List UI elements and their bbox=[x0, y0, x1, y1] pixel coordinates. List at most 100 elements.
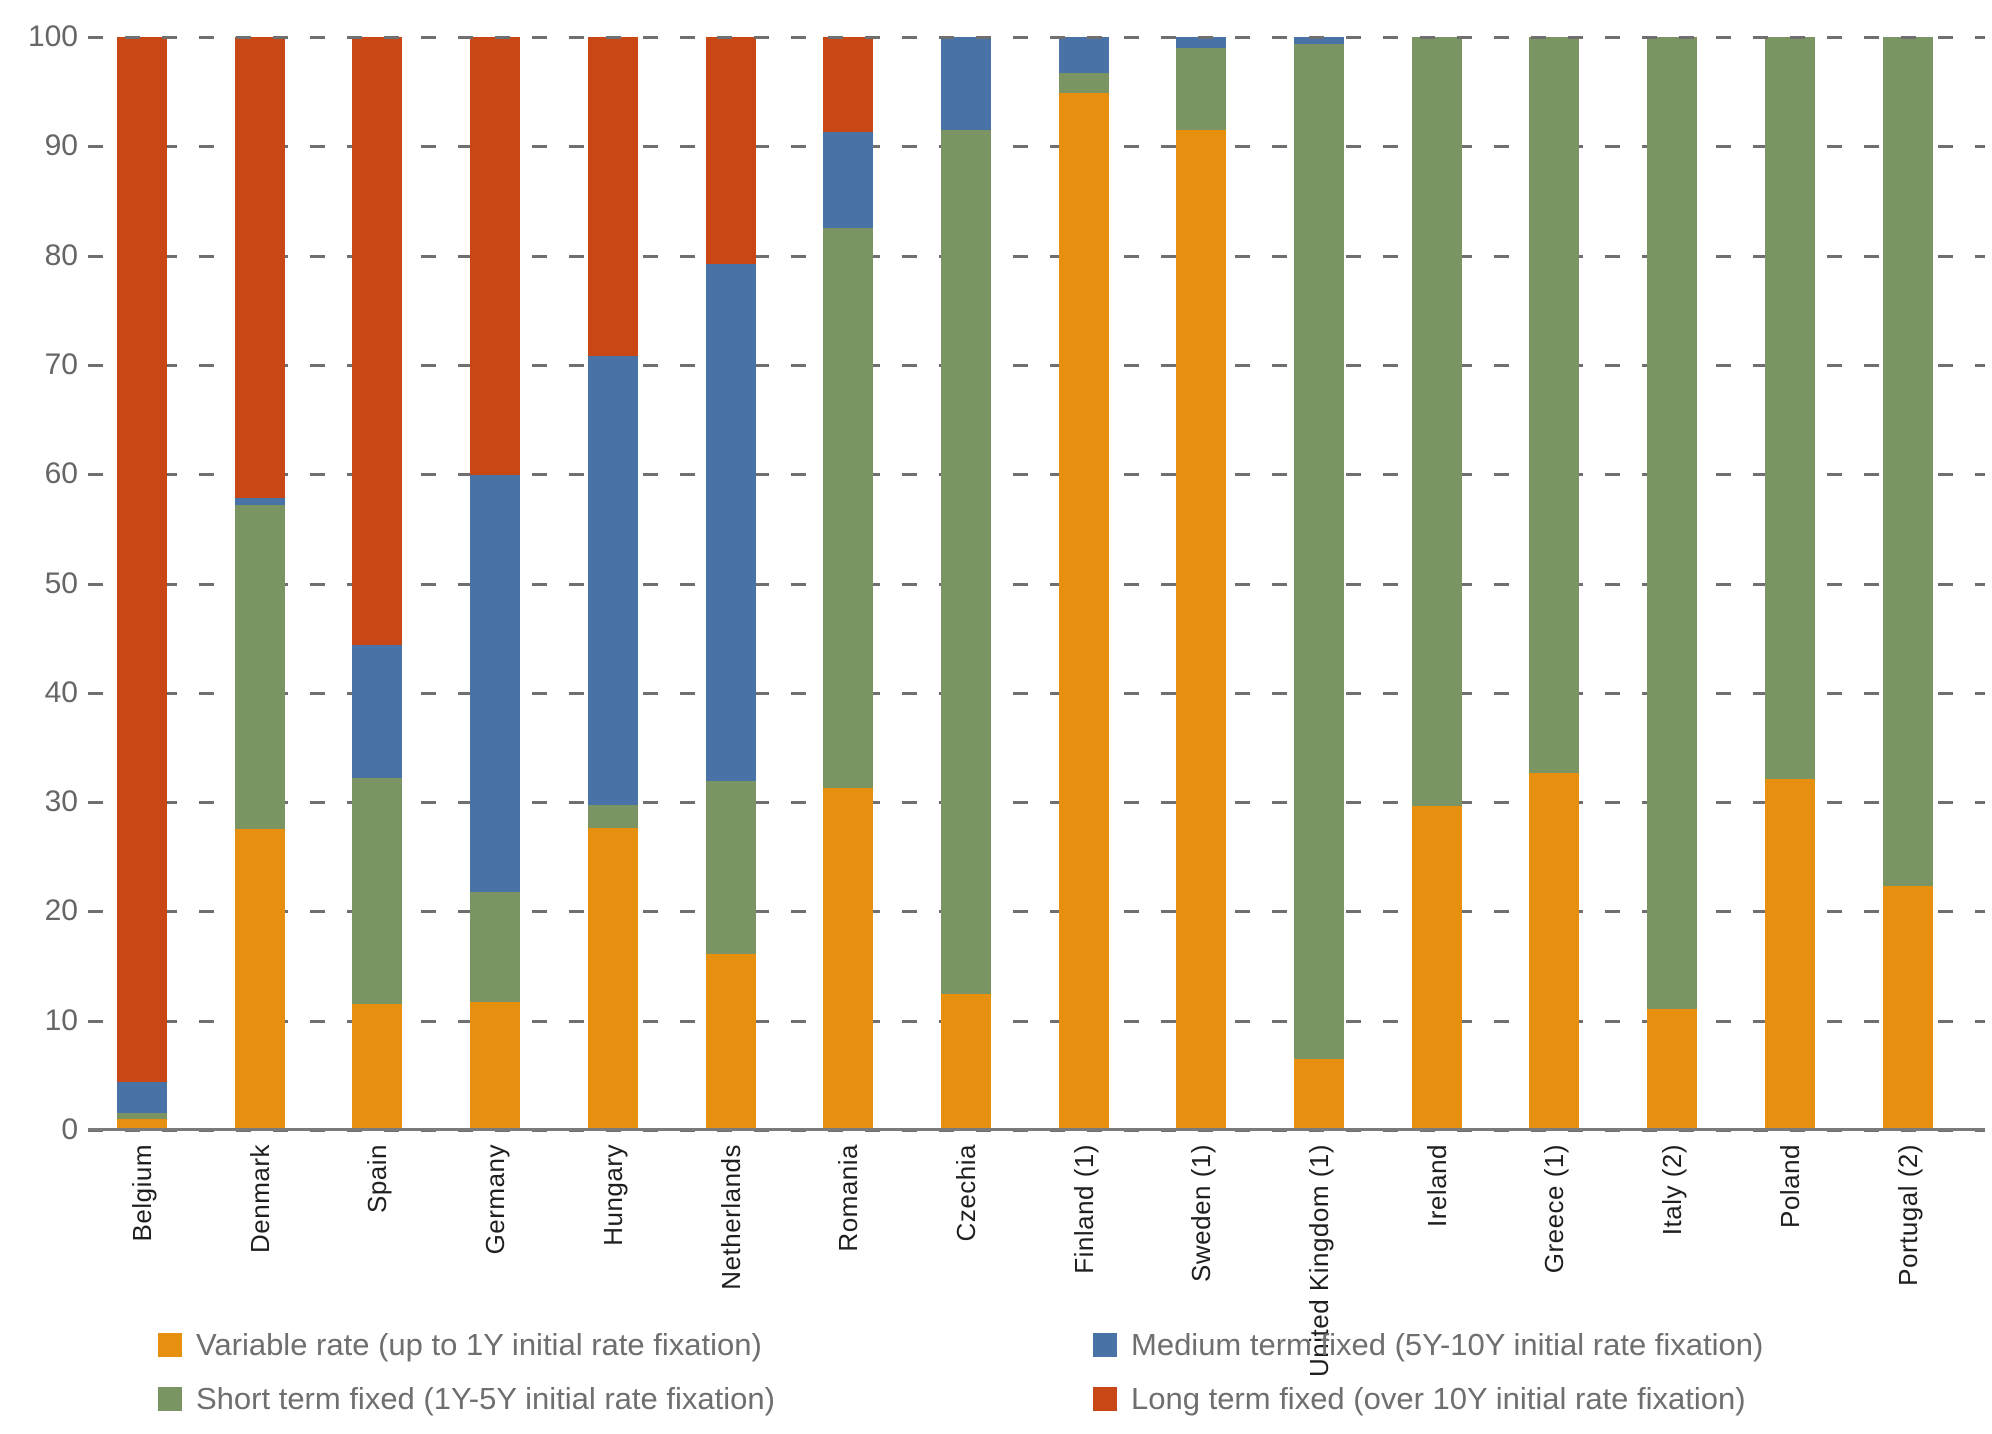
gridline-10 bbox=[88, 1019, 1985, 1023]
legend-item-variable: Variable rate (up to 1Y initial rate fix… bbox=[158, 1328, 762, 1362]
bar-segment-medium-spain bbox=[352, 644, 403, 779]
bar-segment-medium-united-kingdom-1 bbox=[1294, 37, 1344, 44]
x-axis-label-spain: Spain bbox=[362, 1144, 393, 1213]
x-axis-label-greece-1: Greece (1) bbox=[1539, 1144, 1570, 1274]
legend-item-short: Short term fixed (1Y-5Y initial rate fix… bbox=[158, 1382, 775, 1416]
y-tick-label-30: 30 bbox=[44, 785, 78, 819]
bar-segment-medium-netherlands bbox=[705, 264, 756, 782]
bar-segment-variable-italy-2 bbox=[1647, 1008, 1698, 1130]
legend-item-medium: Medium term fixed (5Y-10Y initial rate f… bbox=[1093, 1328, 1763, 1362]
bar-segment-variable-hungary bbox=[587, 828, 638, 1130]
bar-segment-long-denmark bbox=[234, 37, 285, 499]
x-axis-label-belgium: Belgium bbox=[127, 1144, 157, 1242]
bar-segment-short-spain bbox=[352, 778, 403, 1005]
bar-segment-long-romania bbox=[823, 37, 874, 133]
legend-label-short: Short term fixed (1Y-5Y initial rate fix… bbox=[196, 1381, 775, 1416]
legend-label-medium: Medium term fixed (5Y-10Y initial rate f… bbox=[1131, 1327, 1764, 1362]
y-tick-label-80: 80 bbox=[44, 238, 78, 272]
y-tick-label-90: 90 bbox=[44, 129, 78, 163]
x-axis-label-ireland: Ireland bbox=[1421, 1144, 1452, 1227]
bar-segment-long-hungary bbox=[587, 37, 638, 357]
bar-segment-variable-germany bbox=[470, 1002, 521, 1130]
gridline-40 bbox=[88, 691, 1985, 695]
bar-segment-medium-romania bbox=[823, 132, 874, 229]
y-tick-label-0: 0 bbox=[61, 1113, 78, 1146]
bar-segment-short-denmark bbox=[234, 504, 285, 830]
bar-segment-long-germany bbox=[470, 37, 521, 476]
gridline-30 bbox=[88, 801, 1985, 805]
y-tick-label-40: 40 bbox=[44, 675, 78, 709]
bar-segment-medium-denmark bbox=[234, 498, 285, 505]
gridline-90 bbox=[88, 145, 1985, 149]
bar-segment-medium-germany bbox=[470, 475, 521, 892]
bar-segment-short-netherlands bbox=[705, 781, 756, 955]
bar-segment-short-ireland bbox=[1411, 37, 1462, 807]
bar-segment-variable-romania bbox=[823, 787, 874, 1130]
bar-segment-medium-finland-1 bbox=[1058, 37, 1109, 74]
bar-segment-variable-czechia bbox=[940, 994, 991, 1130]
bar-segment-short-italy-2 bbox=[1647, 37, 1698, 1009]
x-axis-label-denmark: Denmark bbox=[244, 1144, 275, 1253]
x-axis-label-germany: Germany bbox=[480, 1144, 511, 1255]
gridline-60 bbox=[88, 473, 1985, 477]
x-axis-label-italy-2: Italy (2) bbox=[1657, 1144, 1688, 1236]
x-axis-label-netherlands: Netherlands bbox=[715, 1144, 746, 1290]
gridline-50 bbox=[88, 582, 1985, 586]
bar-segment-variable-belgium bbox=[117, 1119, 167, 1130]
legend-label-long: Long term fixed (over 10Y initial rate f… bbox=[1131, 1381, 1746, 1416]
gridline-100 bbox=[88, 36, 1985, 39]
x-axis-label-portugal-2: Portugal (2) bbox=[1892, 1144, 1923, 1286]
gridline-70 bbox=[88, 363, 1985, 367]
legend-swatch-long bbox=[1093, 1387, 1117, 1411]
bar-segment-variable-poland bbox=[1764, 779, 1815, 1130]
gridline-20 bbox=[88, 910, 1985, 914]
bar-segment-medium-hungary bbox=[587, 356, 638, 806]
legend-label-variable: Variable rate (up to 1Y initial rate fix… bbox=[196, 1327, 762, 1362]
bar-segment-short-portugal-2 bbox=[1882, 37, 1933, 887]
bar-segment-short-united-kingdom-1 bbox=[1294, 43, 1344, 1059]
bar-segment-variable-netherlands bbox=[705, 954, 756, 1130]
x-axis-label-finland-1: Finland (1) bbox=[1068, 1144, 1099, 1274]
x-axis-label-romania: Romania bbox=[833, 1144, 864, 1252]
bar-segment-long-spain bbox=[352, 37, 403, 645]
bar-segment-variable-greece-1 bbox=[1529, 772, 1580, 1130]
y-tick-label-50: 50 bbox=[44, 566, 78, 600]
bar-segment-variable-portugal-2 bbox=[1882, 886, 1933, 1130]
legend-swatch-short bbox=[158, 1387, 182, 1411]
bar-segment-variable-ireland bbox=[1411, 806, 1462, 1130]
bar-segment-short-poland bbox=[1764, 37, 1815, 780]
bar-segment-short-czechia bbox=[940, 129, 991, 995]
bar-segment-variable-sweden-1 bbox=[1176, 129, 1227, 1130]
bar-segment-variable-finland-1 bbox=[1058, 92, 1109, 1130]
bar-segment-short-belgium bbox=[117, 1112, 167, 1120]
bar-segment-medium-belgium bbox=[117, 1081, 167, 1113]
y-tick-label-60: 60 bbox=[44, 457, 78, 491]
x-axis-label-hungary: Hungary bbox=[597, 1144, 628, 1246]
bar-segment-medium-czechia bbox=[940, 37, 991, 130]
bar-segment-variable-spain bbox=[352, 1004, 403, 1130]
bar-segment-long-belgium bbox=[117, 37, 167, 1082]
bar-segment-short-greece-1 bbox=[1529, 37, 1580, 773]
bar-segment-short-finland-1 bbox=[1058, 73, 1109, 93]
legend-swatch-variable bbox=[158, 1333, 182, 1357]
legend-item-long: Long term fixed (over 10Y initial rate f… bbox=[1093, 1382, 1746, 1416]
y-tick-label-10: 10 bbox=[44, 1003, 78, 1037]
y-tick-label-20: 20 bbox=[44, 894, 78, 928]
bar-segment-short-germany bbox=[470, 891, 521, 1003]
x-axis-label-sweden-1: Sweden (1) bbox=[1186, 1144, 1217, 1282]
x-axis-label-poland: Poland bbox=[1774, 1144, 1805, 1228]
y-tick-label-100: 100 bbox=[27, 20, 78, 53]
bar-segment-short-sweden-1 bbox=[1176, 47, 1227, 130]
x-axis-line bbox=[88, 1128, 1985, 1131]
bar-segment-short-hungary bbox=[587, 805, 638, 829]
bar-segment-variable-united-kingdom-1 bbox=[1294, 1058, 1344, 1130]
gridline-80 bbox=[88, 254, 1985, 258]
bar-segment-variable-denmark bbox=[234, 829, 285, 1130]
bar-segment-long-netherlands bbox=[705, 37, 756, 265]
y-tick-label-70: 70 bbox=[44, 347, 78, 381]
bar-segment-short-romania bbox=[823, 228, 874, 788]
x-axis-label-czechia: Czechia bbox=[950, 1144, 981, 1242]
bar-segment-medium-sweden-1 bbox=[1176, 37, 1227, 48]
legend-swatch-medium bbox=[1093, 1333, 1117, 1357]
